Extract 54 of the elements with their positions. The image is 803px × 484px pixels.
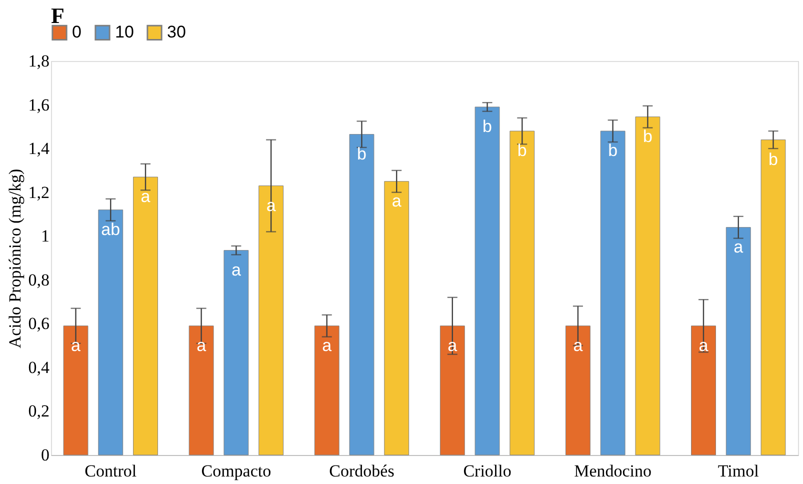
bar <box>314 326 340 456</box>
data-label: a <box>322 336 332 355</box>
data-label: b <box>768 150 778 169</box>
y-tick-label: 0,2 <box>28 402 50 421</box>
y-tick-label: 1,4 <box>28 139 50 158</box>
data-label: a <box>140 187 151 206</box>
chart-title: F <box>51 3 64 28</box>
x-tick-label: Cordobés <box>329 462 394 480</box>
legend-label: 30 <box>167 22 186 42</box>
x-tick-label: Compacto <box>201 462 272 480</box>
y-tick-label: 0,4 <box>28 358 50 377</box>
data-label: a <box>71 336 82 355</box>
data-label: a <box>231 260 242 280</box>
y-tick-label: 0 <box>41 446 50 464</box>
bar <box>133 176 158 456</box>
data-label: a <box>392 191 402 210</box>
bar <box>726 227 751 456</box>
x-tick-label: Criollo <box>463 462 512 480</box>
data-label: ab <box>101 220 120 239</box>
y-axis-title: Acido Propiónico (mg/kg) <box>5 168 24 348</box>
bar <box>224 250 249 456</box>
data-label: a <box>573 336 584 355</box>
x-tick-label: Mendocino <box>574 462 652 480</box>
bar <box>474 106 500 456</box>
bar <box>349 134 374 456</box>
y-tick-label: 1,6 <box>28 95 50 114</box>
y-tick-label: 1,8 <box>28 52 50 70</box>
legend-label: 10 <box>115 22 134 42</box>
data-label: a <box>734 237 744 256</box>
bar <box>188 326 214 456</box>
x-tick-label: Control <box>84 462 137 480</box>
data-label: a <box>196 336 207 355</box>
data-label: b <box>482 116 492 136</box>
x-tick-label: Timol <box>718 462 760 480</box>
bar <box>565 326 590 456</box>
bar <box>760 140 786 456</box>
y-tick-label: 1 <box>41 226 50 246</box>
bar <box>635 116 660 456</box>
bar <box>63 326 88 456</box>
data-label: b <box>608 141 618 160</box>
data-label: b <box>356 144 366 164</box>
legend-label: 0 <box>72 22 82 42</box>
y-tick-label: 0,6 <box>28 314 50 334</box>
data-label: b <box>642 126 652 146</box>
data-label: b <box>517 141 527 160</box>
y-tick-label: 1,2 <box>28 182 50 202</box>
bar <box>510 130 535 456</box>
bar <box>600 130 626 456</box>
bar <box>440 326 465 456</box>
bar <box>384 181 410 456</box>
bar <box>98 210 124 456</box>
bar <box>258 186 284 456</box>
bar <box>691 326 716 456</box>
y-tick-label: 0,8 <box>28 270 50 290</box>
